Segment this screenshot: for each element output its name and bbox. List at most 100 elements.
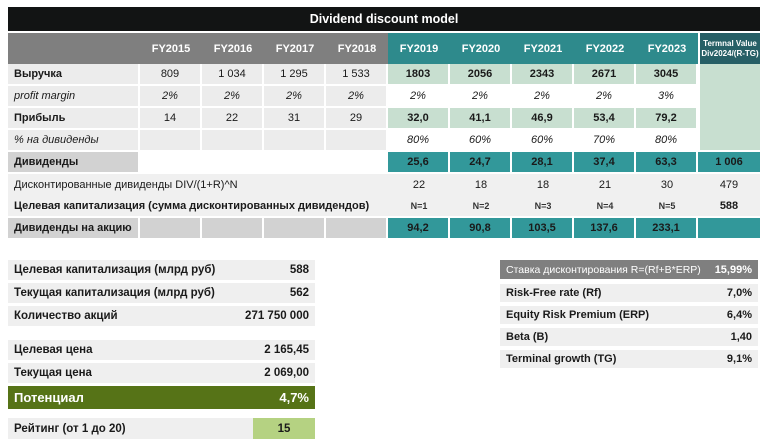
col-header-fy2015: FY2015 xyxy=(140,33,202,64)
terminal-cell xyxy=(698,218,760,238)
discount-row-value: 1,40 xyxy=(730,331,752,343)
summary-label: Текущая цена xyxy=(14,367,92,379)
table-cell: 2% xyxy=(202,86,264,106)
row-label: Дисконтированные дивиденды DIV/(1+R)^N xyxy=(14,178,238,191)
table-cell: 3% xyxy=(636,86,698,106)
potential-label: Потенциал xyxy=(14,390,84,405)
summary-value: 2 165,45 xyxy=(264,344,309,356)
summary-value: 271 750 000 xyxy=(245,310,309,322)
row-label: Выручка xyxy=(8,64,140,84)
table-cell: 25,6 xyxy=(388,152,450,172)
table-cell: 30 xyxy=(660,178,674,191)
terminal-cell: 479 xyxy=(719,178,739,191)
table-cell: 80% xyxy=(636,130,698,150)
summary-label: Целевая цена xyxy=(14,344,93,356)
table-cell: 1 533 xyxy=(326,64,388,84)
table-cell xyxy=(202,152,264,172)
table-cell: 32,0 xyxy=(388,108,450,128)
discount-rate-label: Ставка дисконтирования R=(Rf+B*ERP) xyxy=(506,263,701,276)
terminal-cell: 588 xyxy=(719,199,739,212)
table-cell xyxy=(140,152,202,172)
discount-row-label: Terminal growth (TG) xyxy=(506,353,617,365)
row-label: Целевая капитализация (сумма дисконтиров… xyxy=(14,199,370,212)
table-cell: N=1 xyxy=(410,200,428,211)
table-cell xyxy=(264,130,326,150)
table-cell xyxy=(264,152,326,172)
table-cell: 37,4 xyxy=(574,152,636,172)
discount-row-label: Beta (B) xyxy=(506,331,549,343)
header-corner-cell xyxy=(8,33,140,64)
terminal-merged-cell xyxy=(700,64,760,150)
col-header-fy2016: FY2016 xyxy=(202,33,264,64)
table-cell: 70% xyxy=(574,130,636,150)
row-dividends-per-share: Дивиденды на акцию 94,2 90,8 103,5 137,6… xyxy=(8,218,760,238)
row-label: profit margin xyxy=(8,86,140,106)
table-cell: 31 xyxy=(264,108,326,128)
table-cell: N=5 xyxy=(658,200,676,211)
rating-value: 15 xyxy=(253,418,315,439)
table-cell: 18 xyxy=(536,178,550,191)
table-cell: 60% xyxy=(450,130,512,150)
table-cell: 2% xyxy=(264,86,326,106)
terminal-header-line1: Termnal Value xyxy=(703,38,757,48)
row-payout-ratio: % на дивиденды 80% 60% 60% 70% 80% xyxy=(8,130,760,150)
col-header-fy2019: FY2019 xyxy=(388,33,450,64)
row-discounted-dividends: Дисконтированные дивиденды DIV/(1+R)^N 2… xyxy=(8,174,760,195)
col-header-fy2022: FY2022 xyxy=(574,33,636,64)
table-cell xyxy=(202,218,264,238)
row-revenue: Выручка 809 1 034 1 295 1 533 1803 2056 … xyxy=(8,64,760,84)
summary-row-current-cap: Текущая капитализация (млрд руб) 562 xyxy=(8,283,315,303)
table-cell: N=2 xyxy=(472,200,490,211)
rating-row: Рейтинг (от 1 до 20) 15 xyxy=(8,418,315,439)
table-cell: 60% xyxy=(512,130,574,150)
table-cell: 79,2 xyxy=(636,108,698,128)
col-header-fy2018: FY2018 xyxy=(326,33,388,64)
table-cell: 41,1 xyxy=(450,108,512,128)
table-cell xyxy=(326,152,388,172)
table-cell: 233,1 xyxy=(636,218,698,238)
rating-label: Рейтинг (от 1 до 20) xyxy=(8,418,253,439)
model-table: Dividend discount model FY2015 FY2016 FY… xyxy=(8,7,760,240)
table-title: Dividend discount model xyxy=(8,7,760,31)
discount-row-erp: Equity Risk Premium (ERP) 6,4% xyxy=(500,306,758,324)
summary-label: Текущая капитализация (млрд руб) xyxy=(14,287,215,299)
summary-label: Количество акций xyxy=(14,310,118,322)
row-label: Дивиденды на акцию xyxy=(8,218,140,238)
table-cell: 63,3 xyxy=(636,152,698,172)
summary-row-target-price: Целевая цена 2 165,45 xyxy=(8,340,315,360)
table-cell: 2% xyxy=(512,86,574,106)
terminal-cell: 1 006 xyxy=(698,152,760,172)
table-cell: 2% xyxy=(326,86,388,106)
summary-row-current-price: Текущая цена 2 069,00 xyxy=(8,363,315,383)
discounted-dividends-band: Дисконтированные дивиденды DIV/(1+R)^N 2… xyxy=(8,174,760,216)
table-cell: 80% xyxy=(388,130,450,150)
summary-row-target-cap: Целевая капитализация (млрд руб) 588 xyxy=(8,260,315,280)
discount-row-value: 7,0% xyxy=(726,287,752,299)
table-cell xyxy=(140,218,202,238)
table-cell: 137,6 xyxy=(574,218,636,238)
potential-value: 4,7% xyxy=(279,390,309,405)
table-cell: 22 xyxy=(412,178,426,191)
table-cell: 1 034 xyxy=(202,64,264,84)
table-cell: 1 295 xyxy=(264,64,326,84)
table-cell xyxy=(264,218,326,238)
col-header-fy2020: FY2020 xyxy=(450,33,512,64)
discount-row-label: Risk-Free rate (Rf) xyxy=(506,287,602,299)
table-cell: 14 xyxy=(140,108,202,128)
table-cell: 1803 xyxy=(388,64,450,84)
discount-rate-block: Ставка дисконтирования R=(Rf+B*ERP) 15,9… xyxy=(500,260,758,372)
row-dividends: Дивиденды 25,6 24,7 28,1 37,4 63,3 1 006 xyxy=(8,152,760,172)
table-cell xyxy=(140,130,202,150)
table-cell: 3045 xyxy=(636,64,698,84)
table-cell: 21 xyxy=(598,178,612,191)
summary-label: Целевая капитализация (млрд руб) xyxy=(14,264,216,276)
table-cell: N=3 xyxy=(534,200,552,211)
summary-row-share-count: Количество акций 271 750 000 xyxy=(8,306,315,326)
table-cell: 809 xyxy=(140,64,202,84)
col-header-fy2023: FY2023 xyxy=(636,33,698,64)
table-cell: 2% xyxy=(450,86,512,106)
row-target-cap-sum: Целевая капитализация (сумма дисконтиров… xyxy=(8,195,760,216)
row-label: Дивиденды xyxy=(8,152,140,172)
table-cell: 90,8 xyxy=(450,218,512,238)
